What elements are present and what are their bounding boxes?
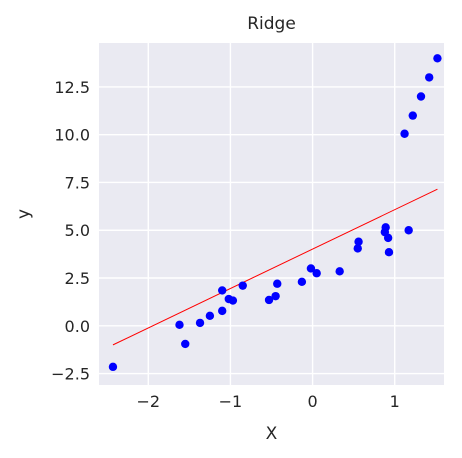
data-point — [218, 286, 227, 295]
y-tick-label: 12.5 — [54, 78, 90, 97]
data-point — [175, 320, 184, 330]
data-point — [404, 226, 413, 235]
data-point — [433, 54, 442, 63]
grid — [99, 43, 444, 385]
y-tick-labels: −2.5 0.0 2.5 5.0 7.5 10.0 12.5 — [51, 78, 90, 384]
y-tick-label: 5.0 — [65, 221, 90, 240]
data-point — [271, 291, 280, 301]
y-tick-label: 0.0 — [65, 317, 90, 336]
data-point — [416, 92, 426, 101]
data-point — [195, 318, 205, 328]
ridge-fit-line — [112, 188, 438, 346]
data-point — [228, 296, 238, 305]
data-point — [353, 244, 362, 253]
chart-title: Ridge — [247, 14, 296, 34]
data-point — [306, 264, 316, 273]
y-axis-label: y — [14, 209, 34, 219]
data-point — [408, 111, 417, 120]
y-tick-label: −2.5 — [51, 365, 90, 384]
data-point — [108, 362, 118, 372]
y-tick-label: 7.5 — [65, 173, 90, 192]
data-point — [335, 267, 344, 276]
data-point — [400, 129, 409, 138]
data-point — [264, 295, 274, 305]
data-points — [108, 54, 442, 372]
y-tick-label: 2.5 — [65, 269, 90, 288]
x-tick-labels: −2 −1 0 1 — [136, 392, 399, 411]
fit-line-group — [112, 188, 438, 346]
data-point — [205, 311, 215, 321]
plot-background — [99, 43, 444, 385]
data-point — [383, 233, 393, 243]
data-point — [238, 281, 247, 290]
x-tick-label: 0 — [307, 392, 317, 411]
data-point — [425, 73, 434, 82]
x-tick-label: −2 — [136, 392, 160, 411]
data-point — [384, 248, 394, 257]
data-point — [273, 279, 282, 288]
data-point — [297, 277, 307, 287]
x-axis-label: X — [266, 424, 278, 444]
data-point — [312, 269, 321, 278]
data-point — [181, 339, 190, 349]
data-point — [218, 306, 227, 316]
data-point — [354, 237, 363, 246]
data-point — [381, 223, 390, 232]
y-tick-label: 10.0 — [54, 126, 90, 145]
x-tick-label: −1 — [219, 392, 243, 411]
x-tick-label: 1 — [390, 392, 400, 411]
